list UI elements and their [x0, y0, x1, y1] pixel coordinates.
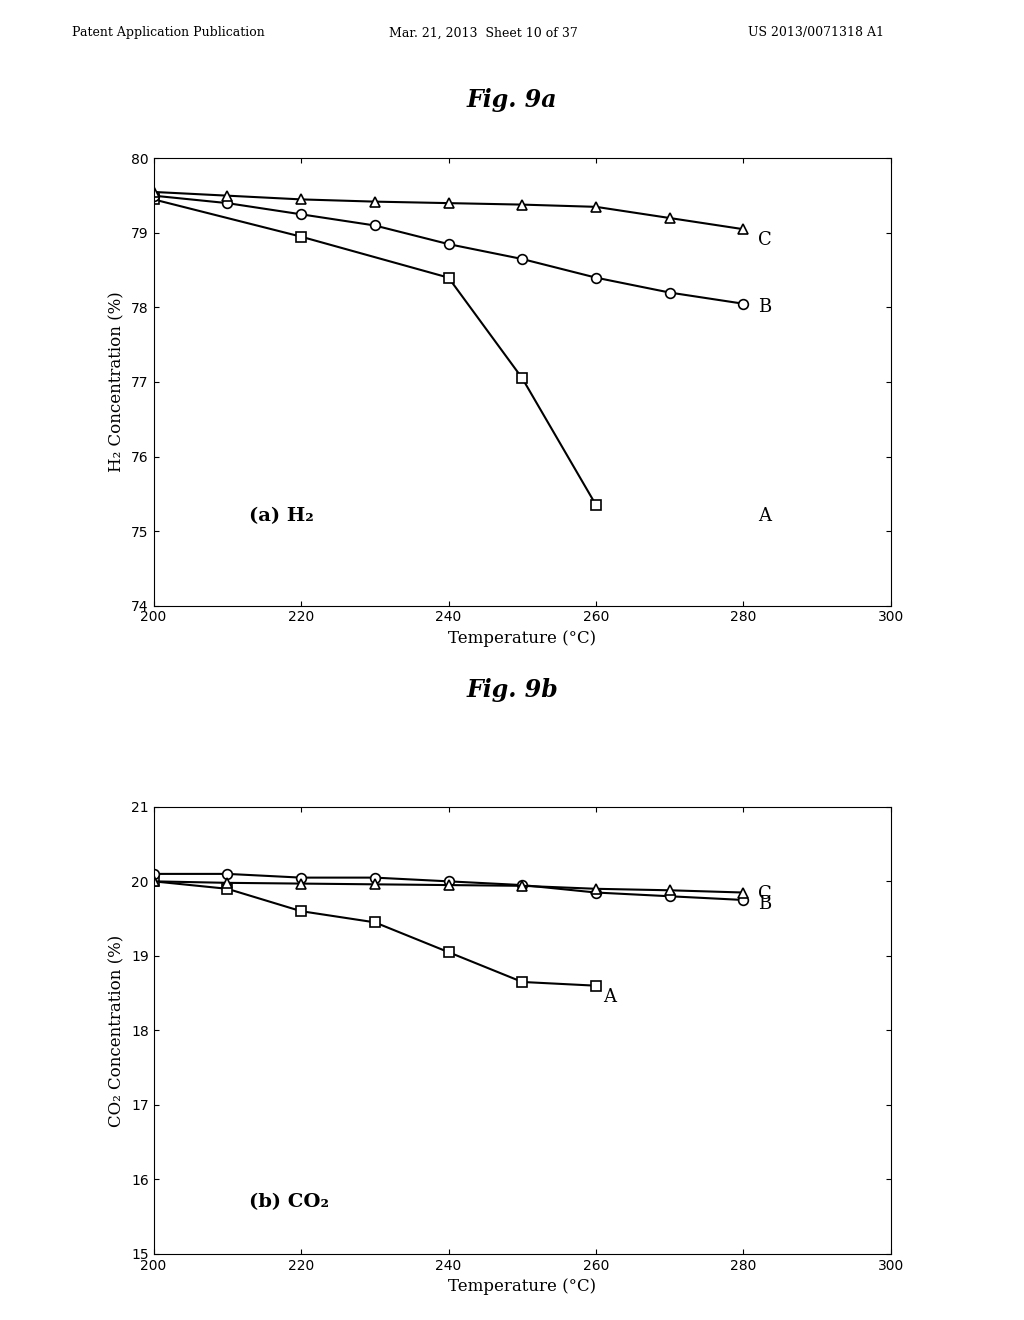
X-axis label: Temperature (°C): Temperature (°C): [449, 630, 596, 647]
Text: C: C: [758, 884, 772, 903]
Text: (b) CO₂: (b) CO₂: [250, 1193, 330, 1210]
Text: A: A: [603, 987, 616, 1006]
Text: Fig. 9b: Fig. 9b: [466, 678, 558, 702]
Text: Patent Application Publication: Patent Application Publication: [72, 26, 264, 40]
Text: A: A: [758, 507, 771, 525]
Text: (a) H₂: (a) H₂: [250, 507, 314, 525]
Y-axis label: CO₂ Concentration (%): CO₂ Concentration (%): [109, 935, 125, 1126]
Text: C: C: [758, 231, 772, 249]
Text: Mar. 21, 2013  Sheet 10 of 37: Mar. 21, 2013 Sheet 10 of 37: [389, 26, 578, 40]
Text: B: B: [758, 895, 771, 912]
Y-axis label: H₂ Concentration (%): H₂ Concentration (%): [109, 292, 126, 473]
Text: US 2013/0071318 A1: US 2013/0071318 A1: [748, 26, 884, 40]
Text: B: B: [758, 298, 771, 317]
Text: Fig. 9a: Fig. 9a: [467, 88, 557, 112]
X-axis label: Temperature (°C): Temperature (°C): [449, 1278, 596, 1295]
